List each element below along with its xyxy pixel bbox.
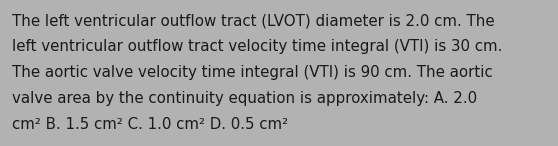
Text: cm² B. 1.5 cm² C. 1.0 cm² D. 0.5 cm²: cm² B. 1.5 cm² C. 1.0 cm² D. 0.5 cm² <box>12 117 288 132</box>
Text: The aortic valve velocity time integral (VTI) is 90 cm. The aortic: The aortic valve velocity time integral … <box>12 65 493 80</box>
Text: valve area by the continuity equation is approximately: A. 2.0: valve area by the continuity equation is… <box>12 91 478 106</box>
Text: left ventricular outflow tract velocity time integral (VTI) is 30 cm.: left ventricular outflow tract velocity … <box>12 39 503 54</box>
Text: The left ventricular outflow tract (LVOT) diameter is 2.0 cm. The: The left ventricular outflow tract (LVOT… <box>12 13 495 28</box>
